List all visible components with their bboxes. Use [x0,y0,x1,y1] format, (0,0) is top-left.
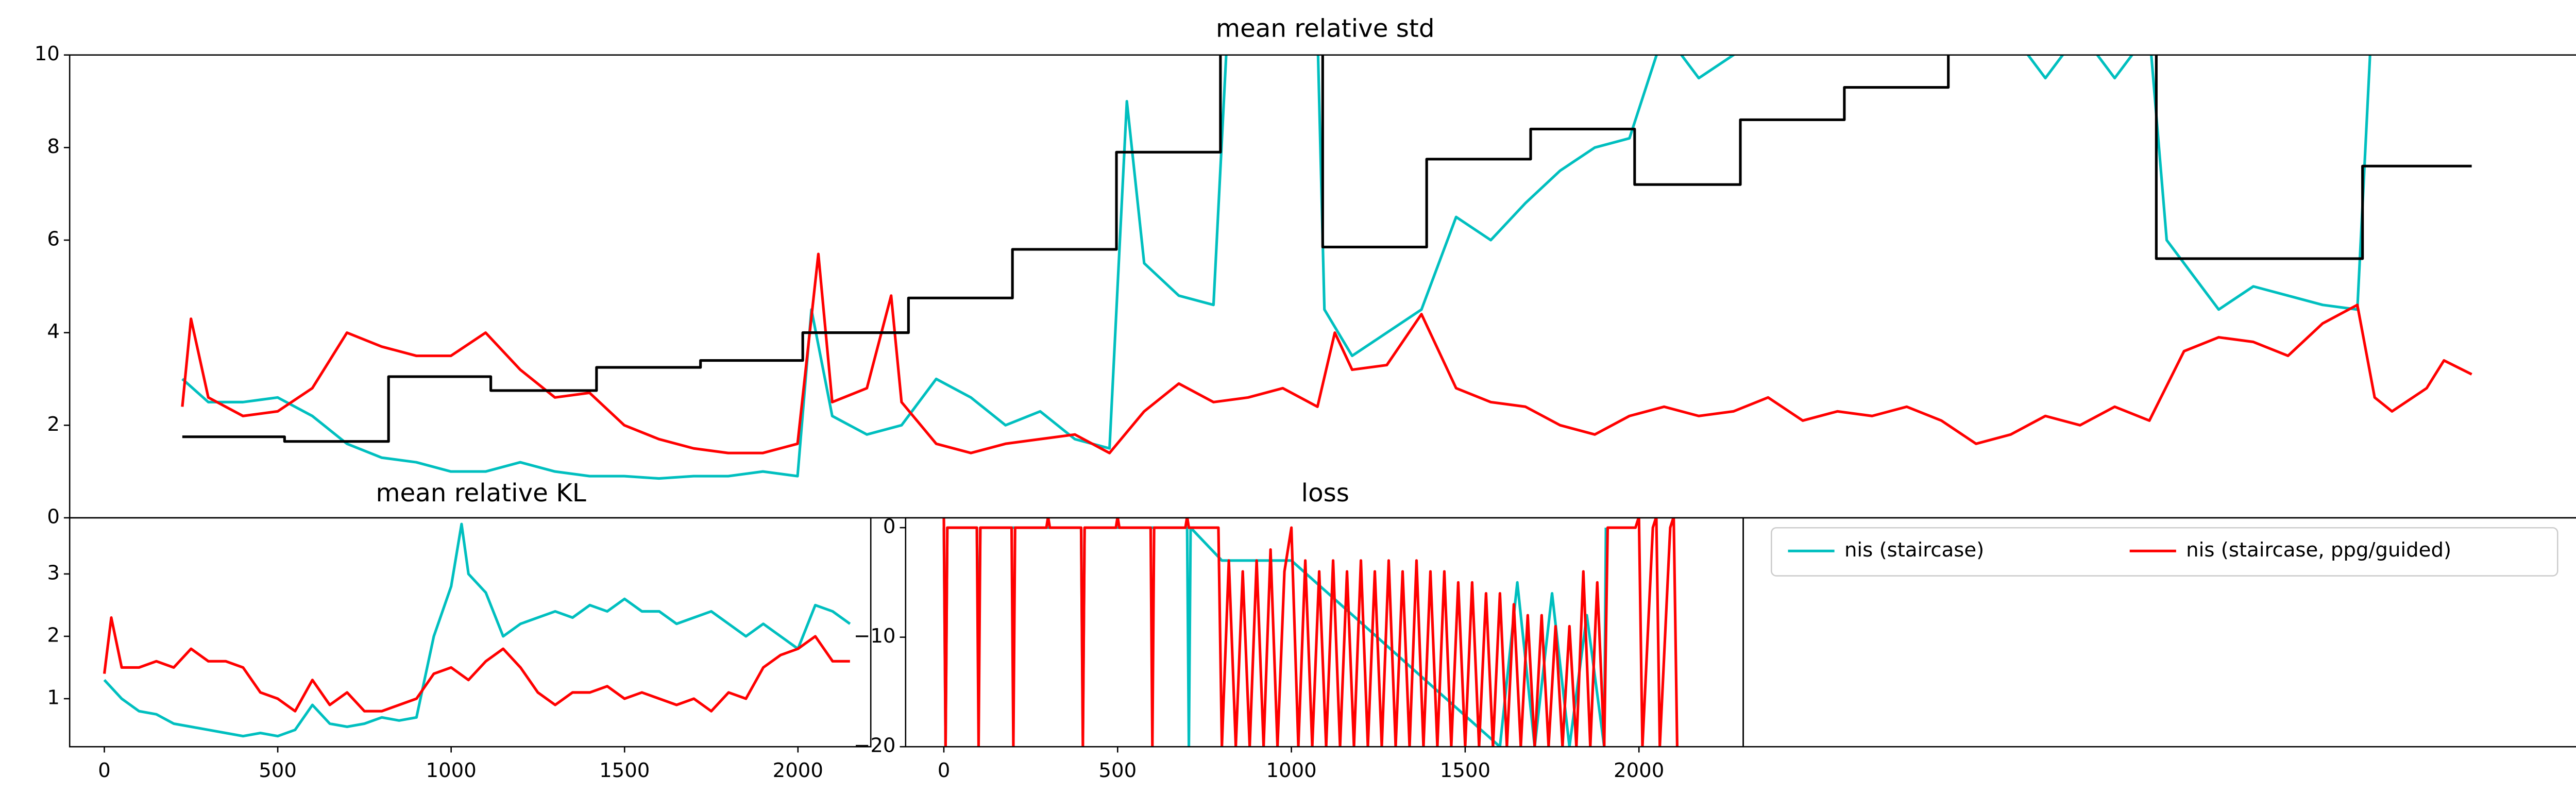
series-line [942,517,1679,747]
x-tick-label: 1500 [599,759,650,782]
series-line [181,55,2371,480]
x-tick-label: 500 [1098,759,1137,782]
x-tick-label: 1000 [426,759,477,782]
x-tick-label: 500 [259,759,297,782]
y-tick-label: −10 [854,625,896,648]
x-tick-label: 0 [938,759,951,782]
legend-label: nis (staircase) [1844,538,1984,562]
y-tick-label: 8 [47,135,60,158]
series-line [181,252,2472,454]
axes-frame [905,517,1744,748]
series-line [182,55,2472,443]
x-tick-label: 1500 [1440,759,1490,782]
chart-title: loss [1301,479,1349,508]
series-line [103,616,850,713]
x-tick-label: 0 [98,759,111,782]
y-tick-label: 0 [883,515,896,538]
chart-title: mean relative std [1216,14,1434,43]
y-tick-label: 3 [47,561,60,584]
chart-title: mean relative KL [376,479,586,508]
x-tick-label: 2000 [773,759,823,782]
y-tick-label: 4 [47,320,60,343]
y-tick-label: 6 [47,227,60,250]
x-tick-label: 1000 [1266,759,1316,782]
y-tick-label: 10 [35,42,60,65]
y-tick-label: 2 [47,413,60,436]
y-tick-label: 0 [47,505,60,528]
y-tick-label: −20 [854,734,896,757]
series-line [103,522,851,738]
y-tick-label: 2 [47,623,60,647]
legend-label: nis (staircase, ppg/guided) [2186,538,2451,562]
x-tick-label: 2000 [1614,759,1664,782]
y-tick-label: 1 [47,686,60,709]
axes-frame [69,517,872,748]
